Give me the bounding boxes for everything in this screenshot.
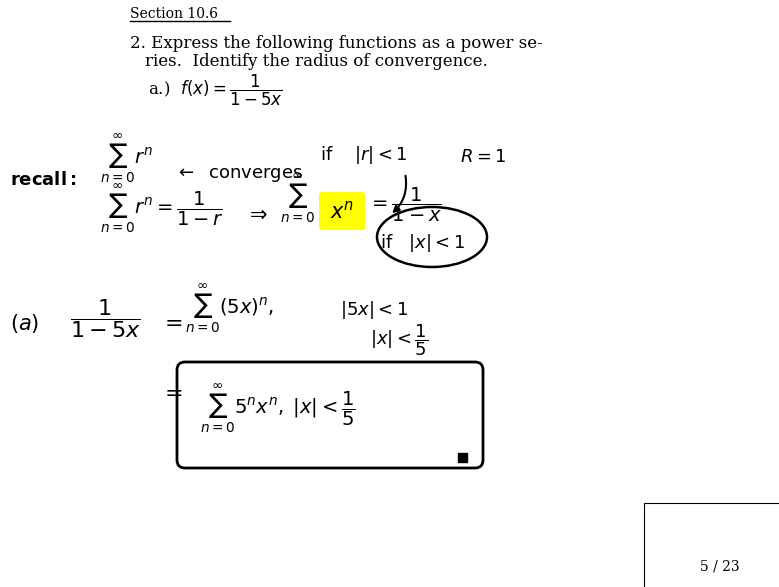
Bar <box>458 453 467 462</box>
Text: $R = 1$: $R = 1$ <box>460 148 506 166</box>
Text: $\leftarrow$  converges: $\leftarrow$ converges <box>175 165 303 184</box>
Text: $\dfrac{1}{1-5x}$: $\dfrac{1}{1-5x}$ <box>70 297 141 340</box>
Text: 2. Express the following functions as a power se-: 2. Express the following functions as a … <box>130 35 543 52</box>
FancyBboxPatch shape <box>177 362 483 468</box>
FancyBboxPatch shape <box>319 192 365 230</box>
Text: $\sum_{n=0}^{\infty}$: $\sum_{n=0}^{\infty}$ <box>280 173 315 225</box>
Text: ries.  Identify the radius of convergence.: ries. Identify the radius of convergence… <box>145 53 488 70</box>
Text: if    $|r| < 1$: if $|r| < 1$ <box>320 144 407 166</box>
Text: $\Rightarrow$: $\Rightarrow$ <box>245 204 267 224</box>
Text: a.)  $f(x) = \dfrac{1}{1-5x}$: a.) $f(x) = \dfrac{1}{1-5x}$ <box>148 73 283 108</box>
Text: $x^n$: $x^n$ <box>330 200 354 222</box>
Text: Section 10.6: Section 10.6 <box>130 7 218 21</box>
Text: $\sum_{n=0}^{\infty} r^n$: $\sum_{n=0}^{\infty} r^n$ <box>100 132 153 185</box>
Text: $(a)$: $(a)$ <box>10 312 39 335</box>
Text: $\sum_{n=0}^{\infty} r^n = \dfrac{1}{1-r}$: $\sum_{n=0}^{\infty} r^n = \dfrac{1}{1-r… <box>100 183 224 235</box>
Text: $=$: $=$ <box>160 312 182 332</box>
Text: $= \dfrac{1}{1-x}$: $= \dfrac{1}{1-x}$ <box>368 186 442 224</box>
Text: 5 / 23: 5 / 23 <box>700 559 739 573</box>
Text: $|5x| < 1$: $|5x| < 1$ <box>340 299 408 321</box>
Text: if   $|x| < 1$: if $|x| < 1$ <box>380 232 465 254</box>
Text: $\mathbf{recall:}$: $\mathbf{recall:}$ <box>10 171 77 189</box>
Text: $|x| < \dfrac{1}{5}$: $|x| < \dfrac{1}{5}$ <box>370 322 428 358</box>
Text: $\sum_{n=0}^{\infty} (5x)^n,$: $\sum_{n=0}^{\infty} (5x)^n,$ <box>185 282 274 335</box>
Text: $\sum_{n=0}^{\infty} 5^n x^n, \; |x| < \dfrac{1}{5}$: $\sum_{n=0}^{\infty} 5^n x^n, \; |x| < \… <box>200 382 356 436</box>
Text: $=$: $=$ <box>160 382 182 402</box>
